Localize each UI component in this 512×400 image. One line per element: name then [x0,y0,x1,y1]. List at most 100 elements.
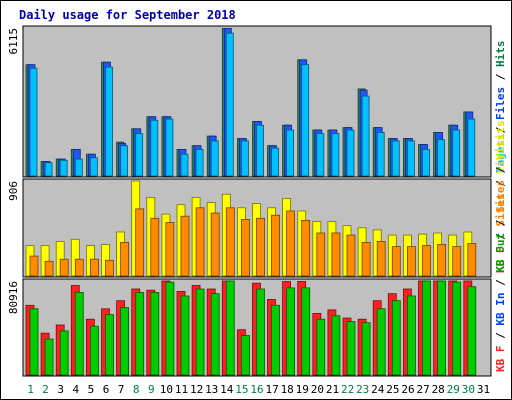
bar-kbytes-kb-in-day-16 [256,288,265,376]
bar-visits-sites-day-7 [120,241,129,277]
x-tick-label-day-7: 7 [118,383,125,396]
bar-visits-sites-day-1 [29,255,39,277]
x-tick-label-day-19: 19 [296,383,309,396]
series-kb-in [29,280,477,376]
legend-separator: / [494,174,507,194]
bar-visits-sites-day-17 [271,214,280,277]
bar-visits-sites-day-3 [59,258,69,277]
bar-hits-pages-day-19 [301,64,310,177]
x-tick-label-day-8: 8 [133,383,140,396]
x-axis-labels: 1 2 3 4 5 6 7 8 9 10 11 12 13 14 15 16 17 18 19 20 21 22 23 24 2… [27,383,490,396]
bar-kbytes-kb-in-day-13 [210,293,220,376]
bar-visits-sites-day-6 [105,259,114,277]
x-tick-label-day-27: 27 [416,383,429,396]
bar-visits-sites-day-22 [346,234,356,277]
legend-separator: / [494,120,507,140]
bar-kbytes-kb-in-day-27 [422,280,431,376]
bar-hits-pages-day-3 [59,159,68,177]
legend-separator: / [494,227,507,247]
x-tick-label-day-17: 17 [265,383,278,396]
bar-hits-pages-day-4 [74,158,83,177]
bar-hits-pages-day-20 [316,133,325,177]
bar-visits-sites-day-14 [225,207,235,277]
series-pages [29,32,476,177]
x-tick-label-day-21: 21 [326,383,339,396]
x-tick-label-day-20: 20 [311,383,324,396]
bar-kbytes-kb-in-day-7 [120,307,129,376]
bar-visits-sites-day-11 [180,215,190,277]
series-sites [29,207,477,277]
bar-visits-sites-day-25 [391,246,401,277]
panel-hits-legend: Pages / Files / Hits [494,41,507,174]
bar-kbytes-kb-in-day-20 [316,318,326,376]
bar-kbytes-kb-in-day-2 [44,338,54,376]
x-tick-label-day-12: 12 [190,383,203,396]
bar-hits-pages-day-15 [240,140,249,177]
x-tick-label-day-22: 22 [341,383,354,396]
bar-hits-pages-day-6 [105,66,113,177]
bar-visits-sites-day-12 [195,207,205,277]
legend-entry: KB In [494,293,507,326]
bar-hits-pages-day-1 [29,67,38,177]
bar-hits-pages-day-23 [361,95,370,177]
bar-hits-pages-day-14 [225,32,234,177]
bar-hits-pages-day-2 [44,162,53,177]
chart-title: Daily usage for September 2018 [19,8,236,22]
bar-kbytes-kb-in-day-15 [240,335,250,376]
bar-visits-sites-day-29 [452,246,462,277]
x-tick-label-day-13: 13 [205,383,218,396]
bar-visits-sites-day-18 [286,210,296,277]
x-tick-label-day-10: 10 [160,383,173,396]
bar-kbytes-kb-in-day-9 [150,292,160,376]
bar-kbytes-kb-in-day-12 [195,288,205,376]
legend-entry: Pages [494,140,507,173]
bar-kbytes-kb-in-day-22 [346,321,356,376]
bar-kbytes-kb-in-day-5 [90,325,99,376]
legend-entry: KB Out [494,233,507,273]
bar-hits-pages-day-22 [346,129,355,177]
bar-hits-pages-day-10 [165,118,174,177]
legend-separator: / [494,160,507,180]
bar-kbytes-kb-in-day-23 [361,322,371,376]
bar-kbytes-kb-in-day-24 [376,308,386,376]
legend-entry: Visits [494,120,507,160]
bar-visits-sites-day-21 [331,232,341,277]
bar-hits-pages-day-5 [90,157,98,177]
bar-hits-pages-day-13 [210,140,219,177]
bar-kbytes-kb-in-day-26 [406,295,416,376]
x-tick-label-day-15: 15 [235,383,248,396]
bar-visits-sites-day-20 [316,232,326,277]
x-tick-label-day-4: 4 [72,383,79,396]
bar-kbytes-kb-in-day-25 [391,300,401,376]
x-tick-label-day-28: 28 [432,383,445,396]
x-tick-label-day-14: 14 [220,383,234,396]
bar-kbytes-kb-in-day-1 [29,308,39,376]
bar-hits-pages-day-21 [331,133,340,177]
x-tick-label-day-16: 16 [250,383,263,396]
legend-separator: / [494,67,507,87]
bar-visits-sites-day-9 [150,217,160,277]
panel-kbytes-max-label: 80916 [7,281,20,314]
bar-visits-sites-day-26 [406,246,416,277]
x-tick-label-day-1: 1 [27,383,34,396]
x-tick-label-day-18: 18 [281,383,294,396]
legend-separator: / [494,213,507,233]
x-tick-label-day-23: 23 [356,383,369,396]
bar-hits-pages-day-11 [180,153,189,177]
bar-visits-sites-day-13 [210,212,220,277]
bar-visits-sites-day-10 [165,222,175,277]
x-tick-label-day-3: 3 [57,383,64,396]
bar-kbytes-kb-in-day-4 [74,292,84,376]
bar-kbytes-kb-in-day-17 [271,304,280,376]
bar-hits-pages-day-29 [452,129,461,177]
panel-kbytes: 80916 KB F / KB In / KB Out / Sites / Vis… [7,120,507,377]
x-tick-label-day-11: 11 [175,383,188,396]
x-tick-label-day-26: 26 [401,383,414,396]
bar-hits-pages-day-24 [376,131,385,177]
legend-entry: Sites [494,180,507,213]
bar-visits-sites-day-8 [135,208,145,277]
legend-separator: / [494,273,507,293]
bar-hits-pages-day-16 [256,124,264,177]
x-tick-label-day-25: 25 [386,383,399,396]
